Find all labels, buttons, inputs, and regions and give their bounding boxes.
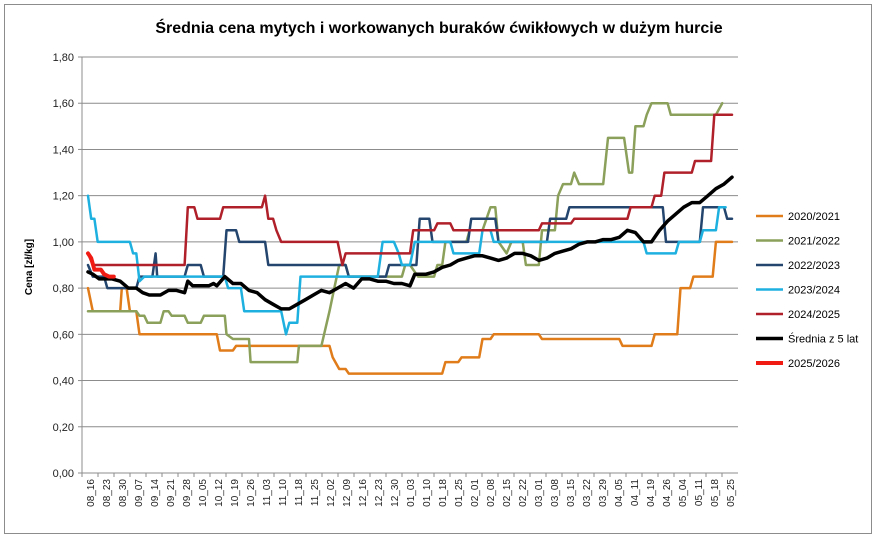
x-tick-label: 10_05 [198,479,209,507]
x-tick-label: 03_29 [598,479,609,507]
x-tick-label: 03_22 [582,479,593,507]
series-line-3 [86,194,727,336]
legend-label-4: 2024/2025 [788,309,840,321]
x-tick-label: 10_12 [214,479,225,507]
legend-label-6: 2025/2026 [788,358,840,370]
x-tick-label: 01_10 [422,479,433,507]
y-tick-label: 0,60 [53,329,74,341]
x-tick-label: 04_11 [630,479,641,507]
series-line-4 [86,113,734,267]
x-tick-label: 11_18 [294,479,305,507]
x-tick-label: 05_25 [726,479,737,507]
x-tick-label: 01_03 [406,479,417,507]
legend-label-2: 2022/2023 [788,260,840,272]
series-line-5 [86,175,734,311]
legend: 2020/2021 2021/2022 2022/2023 2023/2024 2024… [756,211,858,370]
x-tick-label: 04_19 [646,479,657,507]
x-tick-label: 03_15 [566,479,577,507]
x-tick-label: 09_07 [134,479,145,507]
x-tick-label: 04_26 [662,479,673,507]
x-tick-label: 12_02 [326,479,337,507]
x-tick-label: 12_23 [374,479,385,507]
x-tick-label: 01_18 [438,479,449,507]
axes [78,56,738,477]
x-tick-label: 03_01 [534,479,545,507]
x-tick-labels: 08_16 08_23 08_30 09_07 09_14 09_21 09_28 10_05… [86,479,737,507]
x-tick-label: 09_28 [182,479,193,507]
x-tick-label: 11_03 [262,479,273,507]
x-tick-label: 05_11 [694,479,705,507]
x-tick-label: 09_14 [150,479,161,507]
series-line-1 [86,101,724,364]
series-line-6 [86,251,116,279]
y-tick-label: 1,40 [53,144,74,156]
x-tick-label: 02_15 [502,479,513,507]
y-tick-label: 0,00 [53,468,74,480]
legend-label-5: Średnia z 5 lat [788,333,858,346]
y-tick-label: 1,80 [53,52,74,64]
chart-frame: Średnia cena mytych i workowanych burakó… [4,4,872,534]
series-lines [86,101,734,375]
x-tick-label: 12_09 [342,479,353,507]
y-tick-label: 0,80 [53,283,74,295]
x-tick-label: 08_23 [102,479,113,507]
legend-label-3: 2023/2024 [788,285,840,297]
y-axis-label: Cena [zł/kg] [24,239,35,295]
x-tick-label: 12_16 [358,479,369,507]
y-tick-label: 1,20 [53,191,74,203]
x-tick-label: 02_22 [518,479,529,507]
x-tick-label: 11_25 [310,479,321,507]
x-tick-label: 05_04 [678,479,689,507]
y-tick-labels: 0,00 0,20 0,40 0,60 0,80 1,00 1,20 1,40 1,60 1,80 [53,52,74,480]
x-tick-label: 08_16 [86,479,97,507]
x-tick-label: 01_25 [454,479,465,507]
legend-label-0: 2020/2021 [788,211,840,223]
x-tick-label: 04_05 [614,479,625,507]
x-tick-label: 05_18 [710,479,721,507]
x-tick-label: 02_08 [486,479,497,507]
x-tick-label: 11_10 [278,479,289,507]
y-tick-label: 0,40 [53,376,74,388]
x-tick-label: 03_08 [550,479,561,507]
x-tick-label: 12_30 [390,479,401,507]
y-tick-label: 0,20 [53,422,74,434]
y-tick-label: 1,60 [53,98,74,110]
x-tick-label: 02_01 [470,479,481,507]
y-tick-label: 1,00 [53,237,74,249]
x-tick-label: 10_19 [230,479,241,507]
x-tick-label: 10_26 [246,479,257,507]
line-chart: Średnia cena mytych i workowanych burakó… [24,18,858,507]
chart-title: Średnia cena mytych i workowanych burakó… [155,18,722,37]
x-tick-label: 08_30 [118,479,129,507]
x-tick-label: 09_21 [166,479,177,507]
legend-label-1: 2021/2022 [788,236,840,248]
